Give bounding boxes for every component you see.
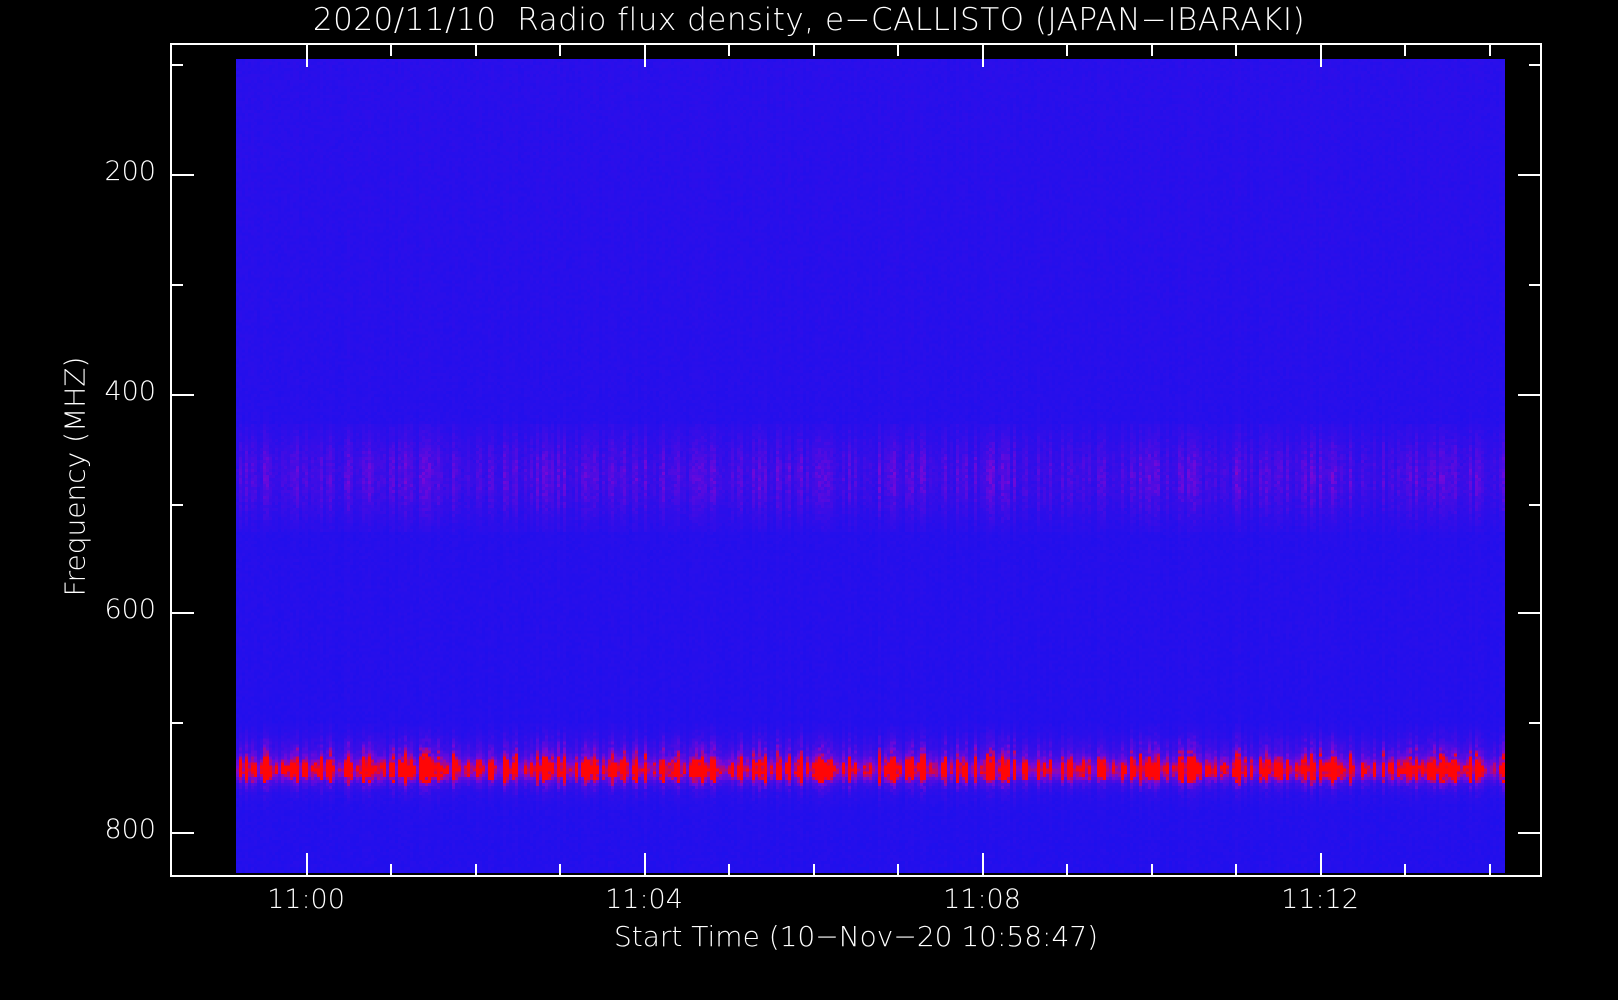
x-axis-minor-tick-top — [897, 43, 899, 56]
y-axis-major-tick-right — [1518, 394, 1542, 396]
y-axis-major-tick — [170, 174, 194, 176]
y-axis-tick-label: 200 — [104, 156, 156, 187]
x-axis-minor-tick — [1489, 864, 1491, 877]
y-axis-tick-label: 600 — [104, 594, 156, 625]
x-axis-minor-tick-top — [390, 43, 392, 56]
x-axis-minor-tick — [897, 864, 899, 877]
y-axis-title: Frequency (MHZ) — [58, 356, 92, 597]
x-axis-minor-tick-top — [813, 43, 815, 56]
x-axis-minor-tick — [728, 864, 730, 877]
y-axis-minor-tick — [170, 722, 183, 724]
y-axis-major-tick — [170, 612, 194, 614]
x-axis-minor-tick-top — [728, 43, 730, 56]
x-axis-major-tick-top — [982, 43, 984, 67]
x-axis-tick-label: 11:04 — [605, 884, 683, 915]
x-axis-tick-label: 11:08 — [943, 884, 1021, 915]
x-axis-minor-tick-top — [1404, 43, 1406, 56]
y-axis-minor-tick — [170, 284, 183, 286]
y-axis-major-tick-right — [1518, 174, 1542, 176]
x-axis-tick-label: 11:00 — [267, 884, 345, 915]
y-axis-major-tick-right — [1518, 832, 1542, 834]
x-axis-minor-tick — [559, 864, 561, 877]
x-axis-major-tick-top — [644, 43, 646, 67]
x-axis-major-tick — [1320, 853, 1322, 877]
x-axis-minor-tick — [1404, 864, 1406, 877]
x-axis-minor-tick-top — [475, 43, 477, 56]
x-axis-minor-tick — [475, 864, 477, 877]
page-title: 2020/11/10 Radio flux density, e−CALLIST… — [312, 2, 1306, 38]
y-axis-minor-tick — [170, 504, 183, 506]
x-axis-title: Start Time (10−Nov−20 10:58:47) — [613, 920, 1099, 953]
x-axis-major-tick — [306, 853, 308, 877]
x-axis-minor-tick-top — [1151, 43, 1153, 56]
y-axis-tick-label: 400 — [104, 376, 156, 407]
y-axis-tick-label: 800 — [104, 814, 156, 845]
y-axis-minor-tick-right — [1529, 284, 1542, 286]
spectrogram-image — [236, 59, 1505, 873]
y-axis-major-tick-right — [1518, 612, 1542, 614]
x-axis-minor-tick-top — [559, 43, 561, 56]
x-axis-minor-tick — [1066, 864, 1068, 877]
y-axis-minor-tick-right — [1529, 64, 1542, 66]
x-axis-minor-tick-top — [1489, 43, 1491, 56]
x-axis-minor-tick-top — [1066, 43, 1068, 56]
x-axis-minor-tick — [1151, 864, 1153, 877]
x-axis-minor-tick-top — [1235, 43, 1237, 56]
x-axis-tick-label: 11:12 — [1281, 884, 1359, 915]
y-axis-minor-tick-right — [1529, 504, 1542, 506]
x-axis-major-tick — [644, 853, 646, 877]
x-axis-minor-tick — [390, 864, 392, 877]
x-axis-major-tick-top — [306, 43, 308, 67]
y-axis-minor-tick — [170, 64, 183, 66]
spectrogram-canvas — [236, 59, 1505, 873]
x-axis-minor-tick — [1235, 864, 1237, 877]
y-axis-minor-tick-right — [1529, 722, 1542, 724]
x-axis-minor-tick — [813, 864, 815, 877]
y-axis-major-tick — [170, 394, 194, 396]
x-axis-major-tick — [982, 853, 984, 877]
x-axis-major-tick-top — [1320, 43, 1322, 67]
y-axis-major-tick — [170, 832, 194, 834]
